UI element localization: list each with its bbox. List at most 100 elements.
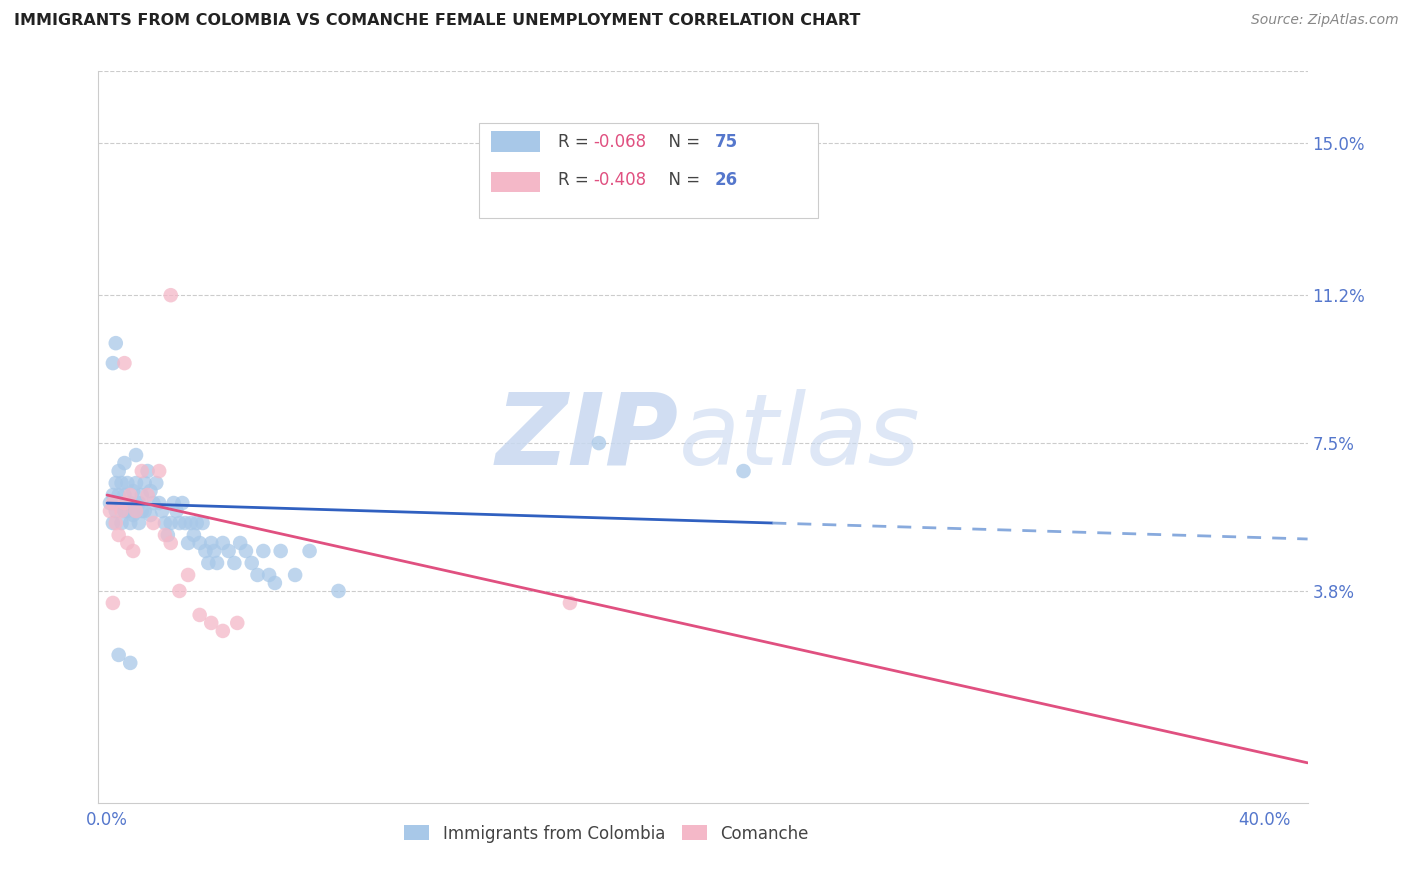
Point	[226, 615, 249, 630]
Text: N =: N =	[658, 170, 706, 188]
Text: -0.408: -0.408	[593, 170, 647, 188]
Point	[177, 536, 200, 550]
Point	[733, 464, 755, 478]
Point	[252, 544, 274, 558]
Point	[264, 576, 287, 591]
Point	[117, 504, 139, 518]
Point	[246, 568, 269, 582]
Point	[125, 504, 148, 518]
Point	[205, 556, 228, 570]
Point	[159, 516, 181, 530]
Point	[104, 516, 127, 530]
Point	[101, 496, 124, 510]
Point	[120, 656, 142, 670]
Point	[131, 504, 153, 518]
Point	[125, 504, 148, 518]
Point	[159, 288, 181, 302]
Point	[101, 488, 124, 502]
Point	[211, 624, 233, 638]
Point	[150, 504, 173, 518]
Point	[107, 648, 129, 662]
Point	[188, 607, 211, 622]
Point	[134, 476, 156, 491]
Point	[101, 356, 124, 370]
Text: N =: N =	[658, 133, 706, 151]
Point	[156, 528, 179, 542]
Point	[235, 544, 257, 558]
Point	[114, 456, 136, 470]
Point	[180, 516, 202, 530]
Text: R =: R =	[558, 170, 593, 188]
FancyBboxPatch shape	[479, 122, 818, 218]
Text: -0.068: -0.068	[593, 133, 647, 151]
Point	[122, 544, 145, 558]
Point	[183, 528, 205, 542]
Point	[162, 496, 184, 510]
Text: IMMIGRANTS FROM COLOMBIA VS COMANCHE FEMALE UNEMPLOYMENT CORRELATION CHART: IMMIGRANTS FROM COLOMBIA VS COMANCHE FEM…	[14, 13, 860, 29]
Point	[110, 476, 132, 491]
Point	[101, 596, 124, 610]
Point	[139, 483, 162, 498]
Point	[145, 476, 167, 491]
Point	[117, 476, 139, 491]
Point	[159, 536, 181, 550]
Point	[328, 584, 350, 599]
Point	[101, 516, 124, 530]
Point	[169, 516, 191, 530]
Point	[148, 496, 170, 510]
Point	[169, 584, 191, 599]
Point	[117, 536, 139, 550]
Point	[117, 496, 139, 510]
Point	[153, 516, 176, 530]
Point	[120, 488, 142, 502]
Point	[120, 496, 142, 510]
Point	[191, 516, 214, 530]
Point	[200, 536, 222, 550]
Point	[200, 615, 222, 630]
Point	[107, 464, 129, 478]
Point	[114, 488, 136, 502]
Point	[284, 568, 307, 582]
Legend: Immigrants from Colombia, Comanche: Immigrants from Colombia, Comanche	[398, 818, 815, 849]
Point	[142, 516, 165, 530]
Point	[194, 544, 217, 558]
Text: 75: 75	[716, 133, 738, 151]
Point	[142, 496, 165, 510]
Point	[128, 496, 150, 510]
Point	[125, 448, 148, 462]
Point	[104, 504, 127, 518]
Point	[172, 496, 194, 510]
Point	[98, 496, 121, 510]
Point	[188, 536, 211, 550]
Point	[186, 516, 208, 530]
Point	[114, 496, 136, 510]
Text: atlas: atlas	[679, 389, 921, 485]
Point	[229, 536, 252, 550]
Point	[131, 464, 153, 478]
Point	[139, 508, 162, 522]
Point	[107, 488, 129, 502]
Point	[257, 568, 280, 582]
Point	[148, 464, 170, 478]
Point	[122, 483, 145, 498]
Point	[177, 568, 200, 582]
Point	[218, 544, 240, 558]
Point	[107, 528, 129, 542]
Point	[128, 516, 150, 530]
Point	[136, 464, 159, 478]
Point	[110, 516, 132, 530]
Point	[134, 504, 156, 518]
Text: R =: R =	[558, 133, 593, 151]
Point	[211, 536, 233, 550]
Point	[110, 504, 132, 518]
Point	[224, 556, 246, 570]
Point	[120, 516, 142, 530]
Text: ZIP: ZIP	[496, 389, 679, 485]
Point	[122, 508, 145, 522]
Point	[98, 504, 121, 518]
Point	[110, 496, 132, 510]
Point	[298, 544, 321, 558]
Point	[131, 488, 153, 502]
Point	[174, 516, 197, 530]
Point	[104, 476, 127, 491]
